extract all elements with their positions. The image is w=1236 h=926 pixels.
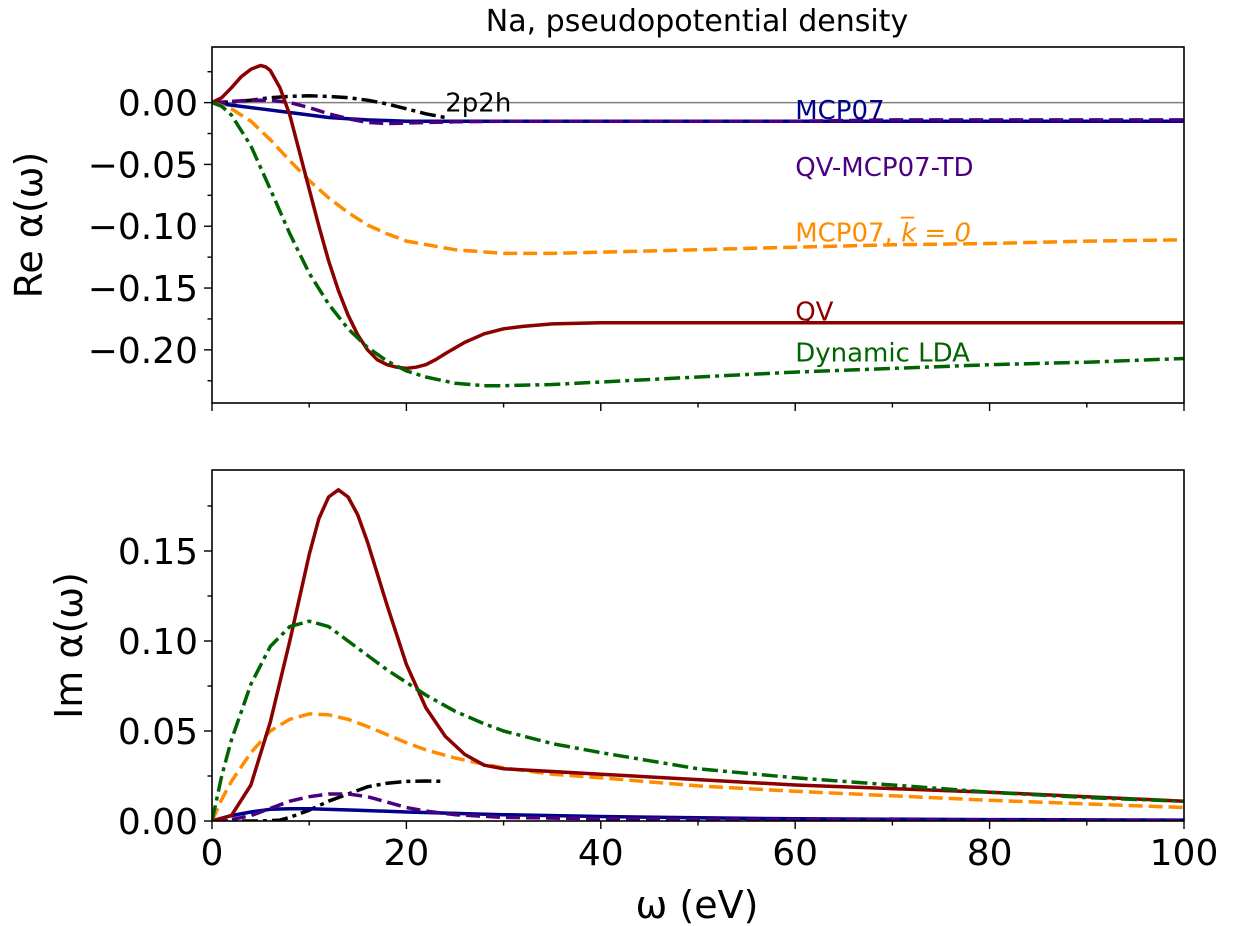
x-tick-label: 20 [383,833,429,874]
series-line-mcp07_k0-re [212,100,1184,256]
x-tick-label: 80 [967,833,1013,874]
series-line-qv-im [212,488,1184,821]
y-tick-label: −0.05 [88,145,198,186]
series-label-mcp07_k0: MCP07, k̅ = 0 [795,217,971,249]
plot-frame [211,46,1185,404]
series-label-mcp07: MCP07 [795,96,884,126]
series-label-qv-mcp07-td: QV-MCP07-TD [795,153,973,183]
y-tick-label: −0.20 [88,331,198,372]
series-line-qv-mcp07-td-im [212,792,1184,821]
series-label-dynamiclda: Dynamic LDA [795,338,970,368]
panel-imaginary-part: 0 20 40 60 80 100 0.00 0.05 0.10 0.15 Im α(ω) [47,469,1219,874]
series-line-dynamiclda-im [212,619,1184,821]
x-tick-label: 40 [578,833,624,874]
plot-frame [211,469,1185,822]
panel-real-part: 0.00 −0.05 −0.10 −0.15 −0.20 Re α(ω) 2p2h MCP07… [7,46,1185,411]
series-line-mcp07_k0-im [212,712,1184,821]
series-line-2p2h-im [212,779,446,821]
y-tick-label: −0.15 [88,269,198,310]
chart-title: Na, pseudopotential density [486,4,908,39]
series-line-qv-re [212,63,1184,371]
series-line-dynamiclda-re [212,100,1184,388]
x-axis-label: ω (eV) [636,883,759,926]
y-tick-label: 0.15 [118,532,198,573]
x-tick-label: 60 [772,833,818,874]
y-axis-label-im: Im α(ω) [47,572,91,719]
series-label-math: k̅ = 0 [900,217,971,249]
y-tick-label: 0.10 [118,622,198,663]
y-tick-label: 0.05 [118,712,198,753]
x-tick-label: 0 [201,833,224,874]
y-axis-label-re: Re α(ω) [7,152,51,299]
series-line-qv-mcp07-td-re [212,98,1184,126]
series-label-qv: QV [795,298,833,328]
y-tick-label: 0.00 [118,84,198,125]
series-line-2p2h-re [212,94,446,120]
series-label-2p2h: 2p2h [445,89,511,119]
x-tick-label: 100 [1150,833,1219,874]
y-tick-label: −0.10 [88,207,198,248]
y-tick-label: 0.00 [118,802,198,843]
